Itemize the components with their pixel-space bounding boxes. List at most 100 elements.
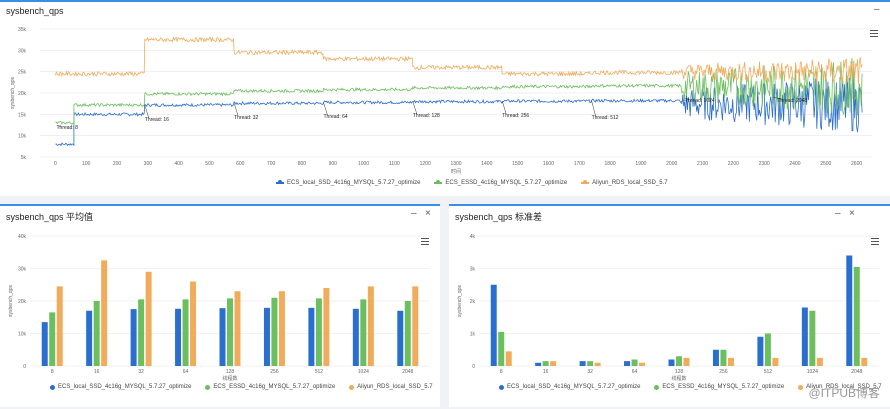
x-tick-label: 1400 (481, 161, 492, 167)
x-tick-label: 16 (94, 369, 100, 375)
minimize-button[interactable]: – (835, 208, 841, 219)
hamburger-icon[interactable] (871, 238, 879, 245)
thread-annotation: Thread: 512 (592, 115, 619, 121)
x-axis-label: 时间 (451, 168, 461, 175)
bar (278, 291, 285, 366)
legend-item-essd[interactable]: ECS_ESSD_4c16g_MYSQL_5.7.27_optimize (434, 180, 567, 186)
bar (720, 349, 727, 366)
y-tick-label: 0 (23, 364, 26, 370)
x-tick-label: 2400 (789, 161, 800, 167)
y-tick-label: 20k (18, 299, 27, 305)
bar (56, 286, 63, 366)
close-button[interactable]: × (425, 208, 431, 219)
annotation-leader (773, 97, 782, 100)
x-tick-label: 256 (270, 369, 279, 375)
y-tick-label: 5k (21, 155, 27, 161)
bar (227, 298, 233, 366)
x-tick-label: 128 (675, 369, 684, 375)
legend-item-essd[interactable]: ECS_ESSD_4c16g_MYSQL_5.7.27_optimize (205, 384, 335, 390)
bar (498, 331, 505, 366)
bar (101, 260, 108, 366)
minimize-button[interactable]: – (411, 208, 417, 219)
annotation-leader (233, 103, 239, 117)
legend-item-rds[interactable]: Aliyun_RDS_local_SSD_5.7 (798, 384, 882, 390)
bar (631, 359, 638, 366)
series-line (55, 75, 863, 147)
y-tick-label: 30k (18, 48, 27, 54)
panel-title: sysbench_qps 平均值 (6, 212, 94, 222)
annotation-leader (591, 100, 596, 117)
annotation-leader (144, 104, 150, 119)
x-tick-label: 2048 (402, 369, 413, 375)
bar (801, 307, 808, 366)
stddev-bar-chart: 0 1k 2k 3k 4k sysbench_qps 线程数 8 16 32 64 128 256 512… (457, 234, 879, 382)
y-tick-label: 0 (472, 364, 475, 370)
line-chart: 5k 10k 15k 20k 25k 30k 35k 0 100 200 300 400 500 600 7… (10, 27, 872, 175)
bar (308, 307, 315, 366)
x-tick-label: 1000 (358, 161, 369, 167)
legend-item-essd[interactable]: ECS_ESSD_4c16g_MYSQL_5.7.27_optimize (654, 384, 784, 390)
bar (138, 299, 145, 366)
bar (271, 297, 278, 366)
legend-item-local[interactable]: ECS_local_SSD_4c16g_MYSQL_5.7.27_optimiz… (276, 180, 420, 186)
x-tick-label: 700 (267, 161, 276, 167)
bar (145, 271, 152, 366)
bar (772, 357, 779, 366)
bar (397, 310, 404, 366)
legend-item-local[interactable]: ECS_local_SSD_4c16g_MYSQL_5.7.27_optimiz… (499, 384, 640, 390)
bar (412, 286, 419, 366)
x-tick-label: 32 (587, 369, 593, 375)
x-tick-label: 2048 (851, 369, 862, 375)
thread-annotation: Thread: 128 (413, 113, 440, 119)
hamburger-icon[interactable] (421, 238, 429, 245)
x-tick-label: 8 (51, 369, 54, 375)
bar (360, 299, 367, 366)
bar (853, 266, 860, 366)
panel-title: sysbench_qps 标准差 (455, 212, 543, 222)
bar (315, 298, 322, 366)
thread-annotation: Thread: 256 (502, 113, 529, 119)
hamburger-icon[interactable] (870, 30, 878, 37)
minimize-button[interactable]: – (874, 4, 880, 15)
bar (727, 357, 734, 366)
x-tick-label: 128 (226, 369, 235, 375)
bar (490, 284, 497, 366)
x-tick-label: 1200 (420, 161, 431, 167)
bar (367, 286, 374, 366)
bar (93, 301, 100, 366)
bar (816, 357, 823, 366)
bar (49, 312, 56, 366)
bar (404, 301, 411, 366)
x-tick-label: 200 (113, 161, 122, 167)
bar (846, 255, 853, 366)
watermark: @ITPUB博客 (808, 386, 880, 400)
x-axis-label: 线程数 (671, 375, 686, 382)
bar (764, 333, 771, 366)
x-tick-label: 1700 (574, 161, 585, 167)
bar (175, 308, 182, 366)
y-axis-label: sysbench_qps (8, 285, 14, 317)
x-tick-label: 500 (205, 161, 214, 167)
line-chart-legend: ECS_local_SSD_4c16g_MYSQL_5.7.27_optimiz… (276, 180, 668, 186)
thread-annotation: Thread: 16 (145, 117, 169, 123)
legend-item-rds[interactable]: Aliyun_RDS_local_SSD_5.7 (581, 180, 668, 186)
x-tick-label: 800 (298, 161, 307, 167)
x-tick-label: 64 (183, 369, 189, 375)
x-tick-label: 256 (719, 369, 728, 375)
x-tick-label: 64 (632, 369, 638, 375)
legend-item-local[interactable]: ECS_local_SSD_4c16g_MYSQL_5.7.27_optimiz… (50, 384, 191, 390)
x-tick-label: 16 (543, 369, 549, 375)
x-tick-label: 2000 (666, 161, 677, 167)
bar (182, 299, 189, 366)
y-tick-label: 30k (18, 267, 27, 273)
x-tick-label: 900 (329, 161, 338, 167)
bar (352, 308, 359, 366)
legend-item-rds[interactable]: Aliyun_RDS_local_SSD_5.7 (349, 384, 433, 390)
bar (234, 291, 241, 366)
x-tick-label: 1024 (358, 369, 369, 375)
bar (219, 308, 226, 366)
close-button[interactable]: × (849, 208, 855, 219)
x-tick-label: 1100 (389, 161, 400, 167)
series-line (55, 58, 863, 126)
thread-annotation: Thread: 1024 (685, 98, 715, 104)
